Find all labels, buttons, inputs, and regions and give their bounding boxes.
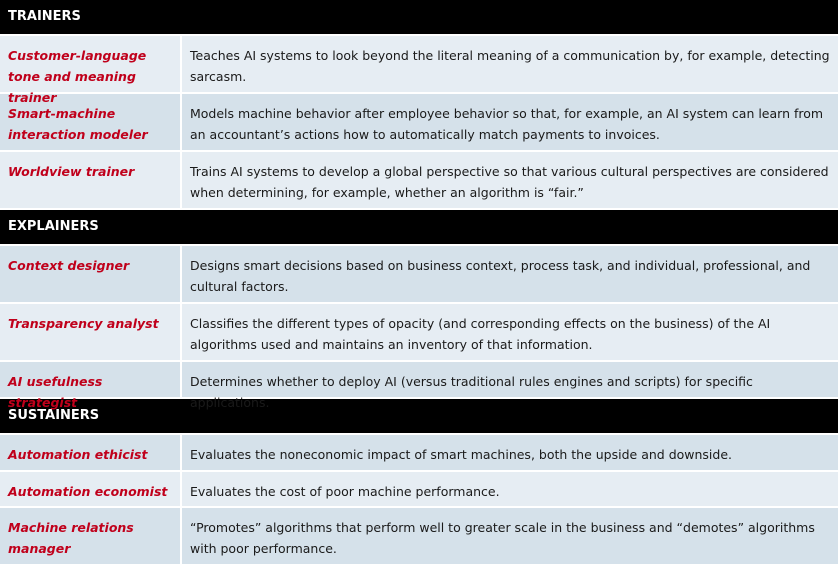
role-name: Transparency analyst [8,316,159,331]
role-name: Context designer [8,258,130,273]
role-description: Trains AI systems to develop a global pe… [180,152,838,208]
role-description: “Promotes” algorithms that perform well … [180,508,838,564]
table-row: Transparency analyst Classifies the diff… [0,304,838,360]
table-row: Automation ethicist Evaluates the noneco… [0,435,838,470]
role-name: Customer-language tone and meaning train… [8,48,147,105]
table-row: Machine relations manager “Promotes” alg… [0,508,838,564]
table-row: Worldview trainer Trains AI systems to d… [0,152,838,208]
role-description: Designs smart decisions based on busines… [180,246,838,302]
role-name: Automation ethicist [8,447,148,462]
role-name: Machine relations manager [8,520,134,556]
role-name: Smart-machine interaction modeler [8,106,148,142]
role-description: Teaches AI systems to look beyond the li… [180,36,838,92]
section-header-sustainers: SUSTAINERS [0,399,838,433]
role-description: Classifies the different types of opacit… [180,304,838,360]
section-header-explainers: EXPLAINERS [0,210,838,244]
table-row: Customer-language tone and meaning train… [0,36,838,105]
table-row: Context designer Designs smart decisions… [0,246,838,302]
role-description: Models machine behavior after employee b… [180,94,838,150]
role-name: AI usefulness strategist [8,374,103,410]
table-row: AI usefulness strategist Determines whet… [0,362,838,410]
table-row: Automation economist Evaluates the cost … [0,472,838,506]
section-header-trainers: TRAINERS [0,0,838,34]
role-name: Worldview trainer [8,164,135,179]
role-description: Evaluates the noneconomic impact of smar… [180,435,838,470]
table-row: Smart-machine interaction modeler Models… [0,94,838,150]
role-description: Evaluates the cost of poor machine perfo… [180,472,838,506]
role-description: Determines whether to deploy AI (versus … [180,362,838,410]
role-name: Automation economist [8,484,168,499]
